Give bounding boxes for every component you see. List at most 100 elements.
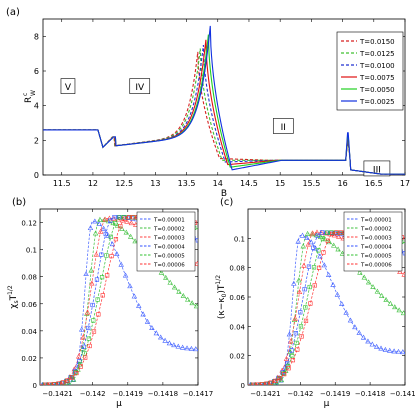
data-point: [99, 252, 104, 257]
data-point: [88, 267, 94, 273]
data-point: [109, 241, 116, 247]
data-point: [163, 274, 169, 280]
data-point: [128, 220, 135, 226]
data-point: [171, 284, 178, 290]
data-point: [195, 238, 198, 243]
data-point: [189, 300, 195, 306]
y-tick-label: 0.1: [26, 247, 37, 255]
y-tick-label: 6: [34, 67, 39, 76]
legend-entry: T=0.00004: [153, 244, 185, 250]
data-point: [330, 281, 336, 287]
y-tick-label: 8: [34, 32, 39, 41]
data-point: [286, 366, 291, 371]
data-point: [269, 380, 274, 385]
x-tick-label: −0.1421: [42, 390, 72, 398]
data-point: [91, 318, 96, 323]
region-label: II: [281, 123, 286, 133]
data-point: [293, 331, 298, 336]
data-point: [288, 338, 294, 344]
data-point: [400, 349, 405, 355]
data-point: [127, 233, 134, 239]
data-point: [306, 264, 312, 269]
data-point: [185, 296, 191, 302]
y-axis-label-base: R: [24, 97, 34, 103]
data-point: [347, 317, 354, 323]
data-point: [373, 343, 380, 349]
region-label-box: [60, 78, 76, 94]
y-tick-label: 0.02: [21, 355, 37, 363]
panel-c: (c)−0.1421−0.142−0.1419−0.1418−0.141700.…: [215, 197, 415, 409]
data-point: [149, 325, 155, 331]
y-tick-label: 4: [34, 102, 39, 111]
data-point: [365, 279, 372, 285]
x-tick-label: 16: [337, 179, 347, 188]
y-axis-label-part: 1/2: [7, 285, 14, 295]
data-point: [339, 301, 345, 307]
data-point: [91, 329, 97, 334]
legend-entry: T=0.00003: [153, 235, 185, 241]
data-point: [321, 250, 326, 255]
data-point: [308, 239, 314, 245]
y-tick-label: 0.12: [21, 220, 37, 228]
y-axis-label-text: (κ−κ0)T1/2: [215, 275, 228, 319]
data-point: [360, 334, 367, 340]
data-point: [126, 215, 132, 220]
y-tick-label: 0.02: [229, 353, 245, 361]
data-point: [61, 380, 66, 385]
x-tick-label: 12: [88, 179, 98, 188]
data-point: [95, 297, 100, 302]
data-point: [383, 296, 389, 302]
legend-entry: T=0.00006: [360, 262, 392, 268]
y-axis-label-part: χ: [9, 304, 19, 309]
data-point: [298, 310, 303, 315]
data-point: [112, 215, 117, 220]
data-point: [290, 354, 295, 359]
x-tick-label: −0.142: [287, 390, 313, 398]
data-point: [352, 324, 358, 330]
legend-box: [336, 31, 404, 111]
data-point: [103, 231, 108, 237]
x-tick-label: 16.5: [365, 179, 383, 188]
data-point: [312, 283, 317, 288]
region-label: IV: [135, 83, 145, 93]
data-point: [86, 325, 91, 331]
data-point: [365, 338, 371, 344]
data-point: [56, 381, 61, 385]
x-tick-label: −0.1421: [250, 390, 280, 398]
data-point: [264, 381, 269, 385]
data-point: [361, 274, 367, 280]
legend-entry: T=0.0050: [359, 86, 395, 94]
data-point: [80, 334, 86, 340]
region-label-box: [129, 78, 151, 94]
data-point: [300, 243, 306, 249]
y-axis-label-part: )T: [217, 284, 227, 294]
data-point: [330, 231, 335, 237]
data-point: [260, 382, 265, 385]
data-point: [100, 293, 105, 298]
data-point: [96, 220, 102, 226]
x-tick-label: 15.5: [302, 179, 320, 188]
legend-entry: T=0.0025: [359, 98, 395, 106]
y-axis-label-part: 0: [221, 293, 228, 297]
data-point: [157, 334, 164, 340]
y-axis-label-part: s: [13, 300, 20, 303]
data-point: [343, 309, 349, 315]
legend-entry: T=0.00002: [360, 226, 392, 232]
x-tick-label: 13: [150, 179, 160, 188]
y-axis-label: χsT1/2: [7, 285, 20, 309]
data-point: [102, 216, 108, 222]
data-point: [319, 230, 325, 235]
data-point: [122, 216, 127, 221]
legend-entry: T=0.0100: [359, 62, 395, 70]
legend-entry: T=0.0125: [359, 50, 395, 58]
data-point: [395, 348, 402, 354]
data-point: [176, 288, 182, 294]
data-point: [303, 305, 308, 310]
data-point: [74, 370, 79, 376]
x-tick-label: 13.5: [178, 179, 196, 188]
y-axis-label-part: T: [9, 294, 19, 301]
data-point: [69, 375, 75, 380]
data-point: [114, 251, 120, 256]
legend-entry: T=0.00003: [360, 235, 392, 241]
data-point: [167, 279, 173, 285]
